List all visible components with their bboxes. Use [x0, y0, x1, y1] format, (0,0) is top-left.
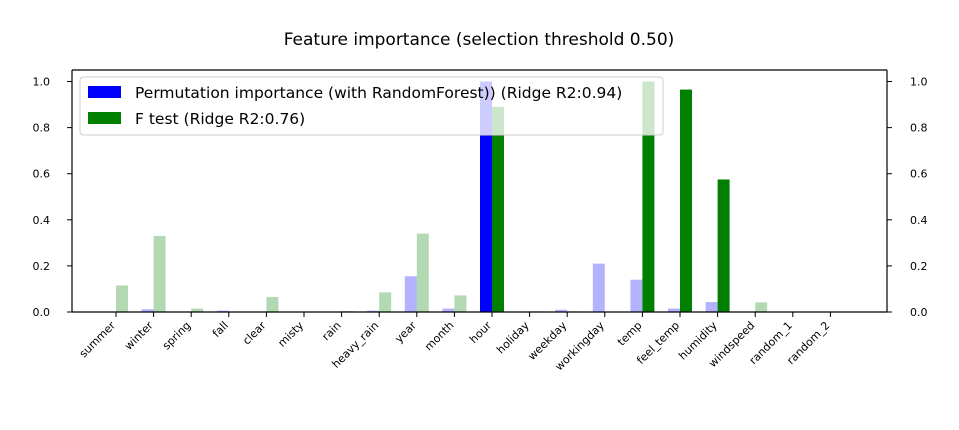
bar-permutation-year — [405, 276, 417, 312]
ytick-left-label: 0.0 — [33, 306, 51, 319]
ytick-right-label: 0.2 — [910, 260, 928, 273]
bar-ftest-year — [417, 234, 429, 312]
legend-label: Permutation importance (with RandomFores… — [135, 84, 622, 102]
bar-permutation-workingday — [593, 264, 605, 312]
xtick-label-rain: rain — [319, 319, 343, 343]
ytick-left-label: 1.0 — [33, 76, 51, 89]
bar-ftest-hour — [492, 107, 504, 312]
ytick-left-label: 0.8 — [33, 122, 51, 135]
bar-permutation-temp — [630, 280, 642, 312]
bar-ftest-month — [454, 295, 466, 312]
bar-permutation-humidity — [706, 302, 718, 312]
bar-ftest-feel_temp — [680, 90, 692, 312]
xtick-label-temp: temp — [615, 319, 645, 349]
bar-ftest-clear — [266, 297, 278, 312]
legend-swatch — [88, 112, 121, 124]
chart-title: Feature importance (selection threshold … — [284, 30, 675, 50]
xtick-label-clear: clear — [240, 319, 269, 348]
ytick-right-label: 0.0 — [910, 306, 928, 319]
bar-ftest-summer — [116, 285, 128, 312]
ytick-left-label: 0.6 — [33, 168, 51, 181]
ytick-right-label: 0.4 — [910, 214, 928, 227]
ytick-left-label: 0.2 — [33, 260, 51, 273]
bar-ftest-winter — [154, 236, 166, 312]
ytick-left-label: 0.4 — [33, 214, 51, 227]
ytick-right-label: 1.0 — [910, 76, 928, 89]
ytick-right-label: 0.8 — [910, 122, 928, 135]
bar-ftest-heavy_rain — [379, 292, 391, 312]
xtick-label-misty: misty — [275, 319, 306, 350]
xtick-label-month: month — [422, 319, 456, 353]
xtick-label-year: year — [392, 319, 419, 346]
legend-swatch — [88, 86, 121, 98]
legend: Permutation importance (with RandomFores… — [80, 77, 663, 135]
legend-label: F test (Ridge R2:0.76) — [135, 110, 305, 128]
xtick-label-winter: winter — [122, 319, 156, 353]
xtick-label-spring: spring — [160, 319, 193, 352]
xtick-label-hour: hour — [467, 319, 494, 346]
ytick-right-label: 0.6 — [910, 168, 928, 181]
xtick-label-summer: summer — [77, 319, 119, 361]
xtick-label-fall: fall — [210, 319, 231, 340]
bar-ftest-windspeed — [755, 302, 767, 312]
bar-ftest-humidity — [718, 179, 730, 312]
xtick-label-holiday: holiday — [494, 319, 532, 357]
